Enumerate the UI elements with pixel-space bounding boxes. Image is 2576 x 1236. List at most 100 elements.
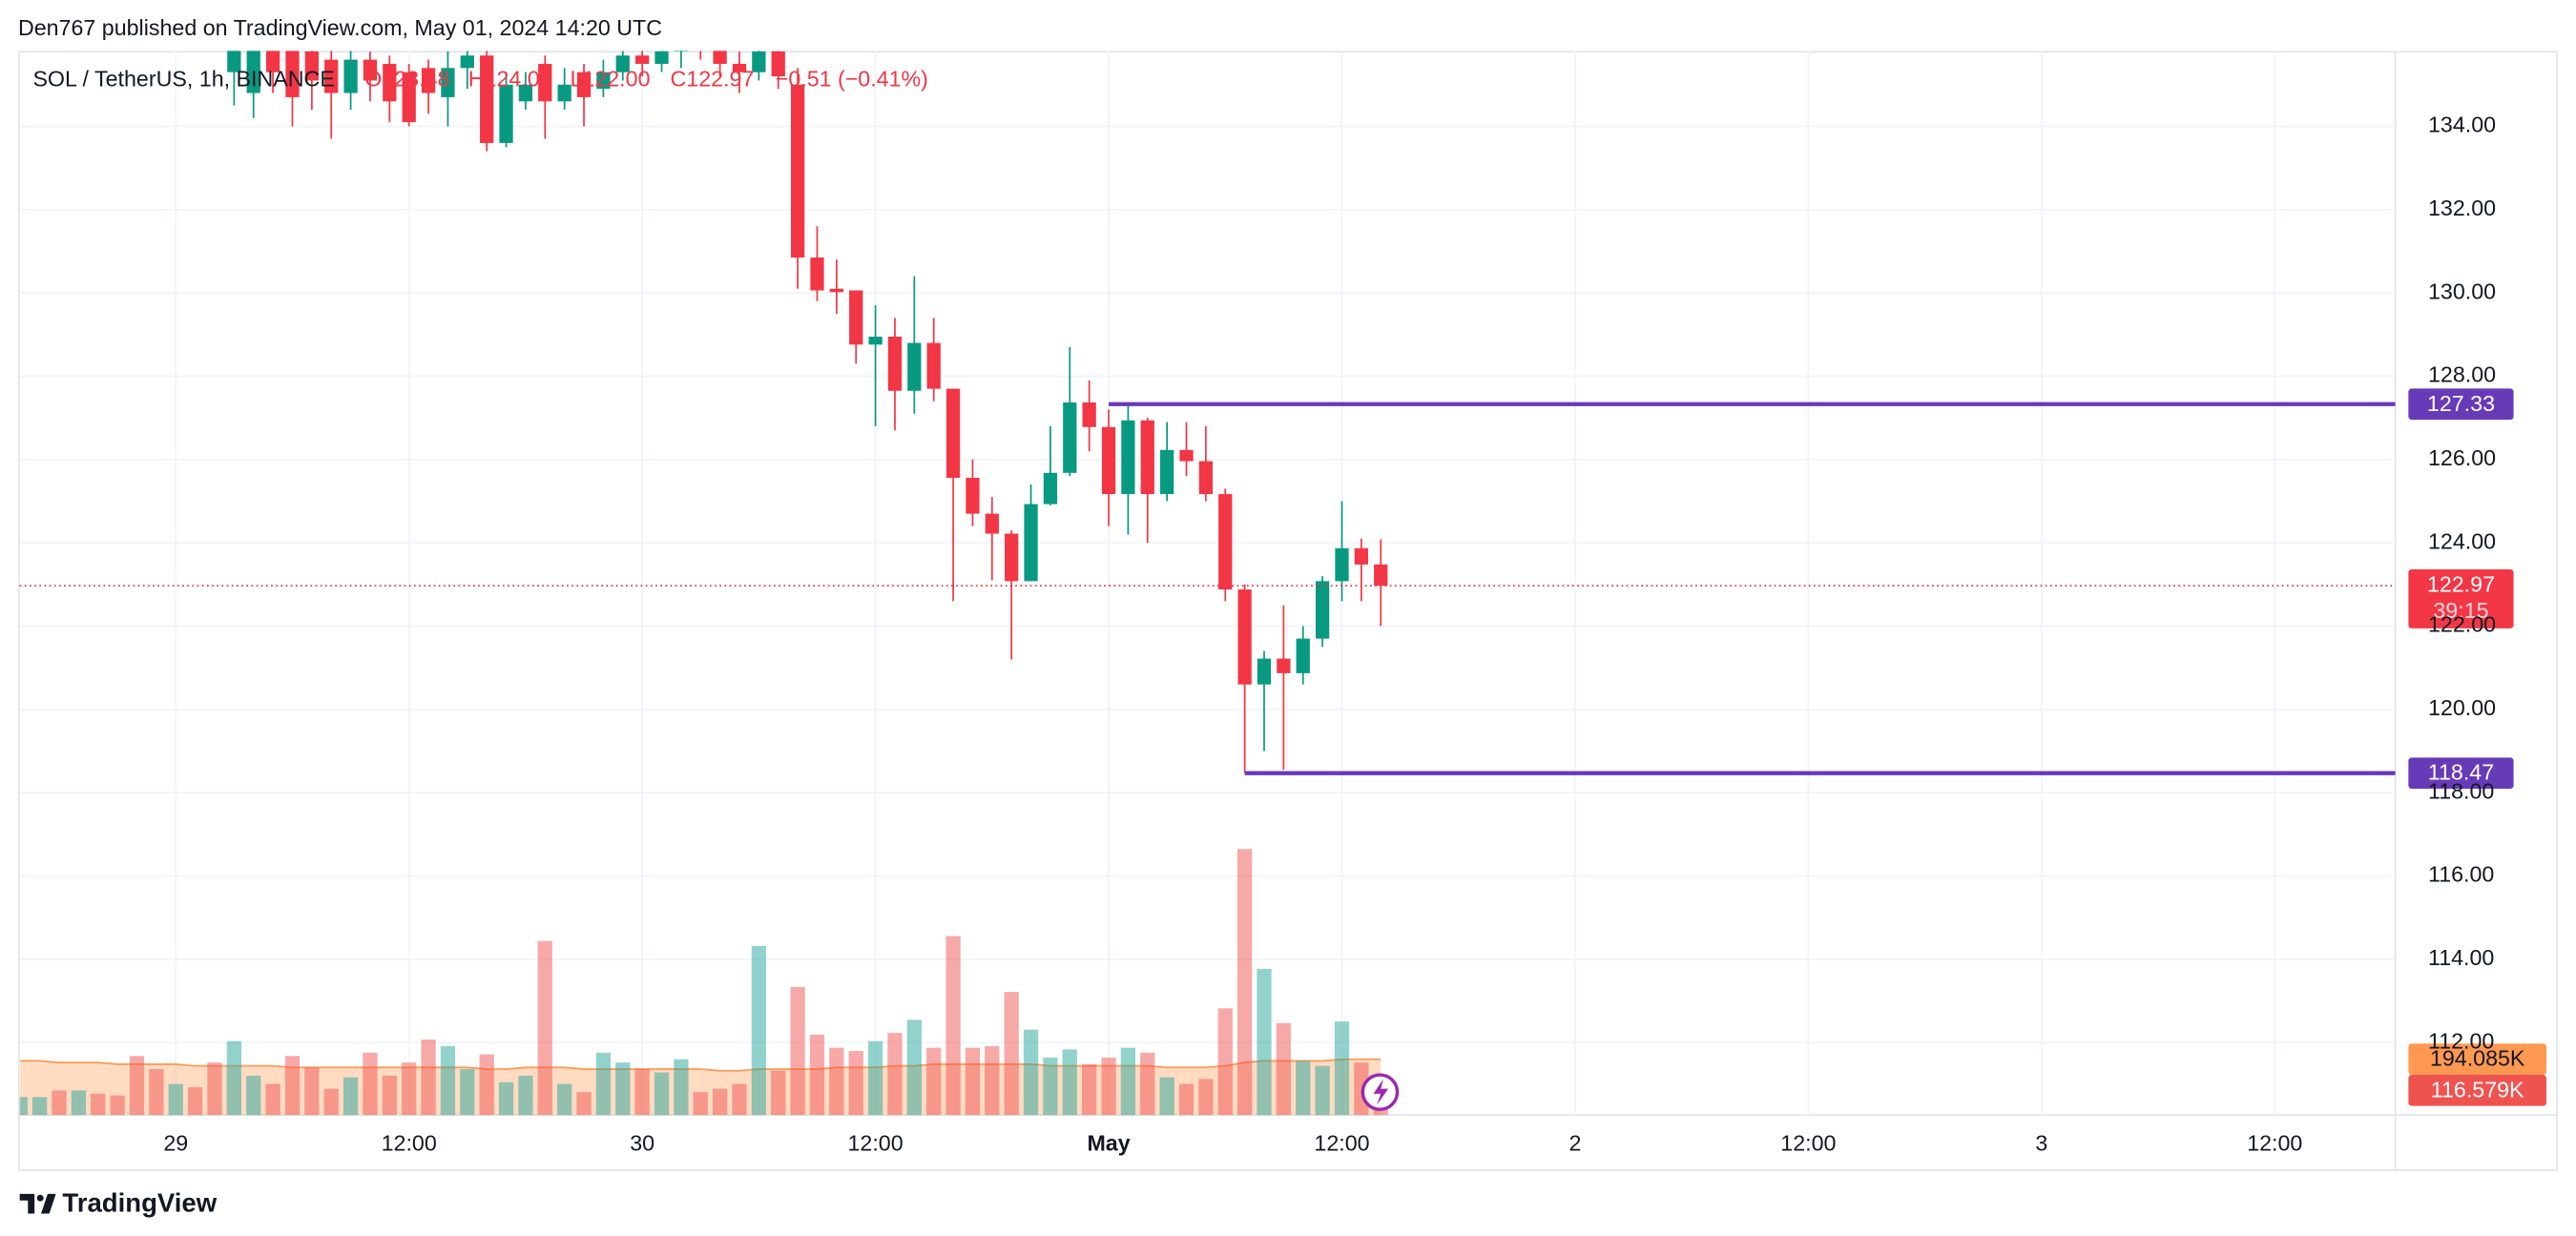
candle-body	[480, 55, 494, 143]
volume-bar	[634, 1069, 650, 1116]
volume-bar	[246, 1075, 261, 1116]
volume-bar	[1217, 1008, 1233, 1116]
volume-bar	[1120, 1047, 1136, 1116]
candle-body	[1140, 420, 1154, 495]
candle-body	[868, 337, 883, 345]
candle-body	[285, 51, 300, 97]
volume-bar	[1296, 1061, 1311, 1116]
chart-frame	[17, 51, 2559, 1171]
volume-bar	[674, 1059, 689, 1116]
y-tick-label: 124.00	[2428, 528, 2496, 553]
volume-bar	[965, 1047, 981, 1116]
ma-tag-label: 194.085K	[2430, 1046, 2525, 1071]
candle-body	[966, 478, 980, 514]
candle-body	[1179, 449, 1194, 462]
legend-high: H124.08	[468, 67, 552, 92]
volume-bar	[537, 940, 552, 1116]
candle-body	[538, 63, 552, 102]
volume-bar	[809, 1034, 825, 1116]
volume-bar	[829, 1047, 844, 1116]
candle-body	[1101, 426, 1116, 495]
candle-body	[402, 72, 416, 123]
candle-body	[926, 342, 941, 389]
volume-bar	[1236, 849, 1253, 1116]
volume-bar	[1198, 1079, 1214, 1116]
volume-bar	[576, 1092, 592, 1116]
volume-bar	[265, 1083, 280, 1116]
candle-body	[713, 51, 727, 64]
candle-body	[790, 84, 805, 258]
volume-bar	[654, 1072, 670, 1116]
candle-body	[732, 63, 747, 72]
volume-bar	[187, 1086, 203, 1116]
volume-bar	[1004, 992, 1019, 1116]
volume-bar	[595, 1052, 612, 1116]
volume-bar	[1023, 1029, 1039, 1116]
volume-bar	[1334, 1021, 1350, 1116]
candle-body	[441, 68, 455, 97]
y-tick-label: 132.00	[2428, 196, 2496, 220]
candle-body	[907, 342, 922, 391]
candle-body	[1354, 547, 1368, 565]
volume-bar	[52, 1090, 67, 1116]
volume-bar	[712, 1088, 728, 1116]
volume-bar	[129, 1056, 145, 1116]
candle-body	[1296, 638, 1310, 673]
volume-bar	[402, 1062, 417, 1116]
grid	[19, 51, 2396, 1116]
candle-body	[1024, 504, 1038, 582]
x-tick-label: 12:00	[1780, 1130, 1836, 1155]
volume-bar	[168, 1083, 183, 1116]
candle-body	[849, 290, 863, 345]
x-tick-label: 12:00	[1314, 1130, 1369, 1155]
candle-body	[576, 72, 592, 97]
candle-body	[1063, 402, 1077, 473]
candle-body	[635, 55, 650, 64]
candle-body	[887, 337, 903, 391]
candle-body	[499, 84, 513, 143]
volume-bar	[479, 1054, 494, 1116]
last-price-label: 122.97	[2427, 571, 2495, 596]
volume-tag-label: 116.579K	[2431, 1077, 2524, 1102]
volume-tag	[2408, 1074, 2547, 1106]
volume-bar	[110, 1095, 125, 1116]
volume-bar	[19, 1097, 28, 1116]
volume-bar	[906, 1020, 922, 1116]
volume-bar	[32, 1097, 48, 1116]
volume-bar	[771, 1070, 786, 1116]
y-tick-label: 134.00	[2428, 113, 2496, 137]
candle-body	[1218, 494, 1233, 590]
x-tick-label: 12:00	[382, 1130, 437, 1155]
legend: SOL / TetherUS, 1h, BINANCE O123.48 H124…	[32, 67, 927, 92]
volume-ma-area	[20, 1059, 1381, 1116]
candle-body	[1374, 564, 1388, 587]
volume-bar	[382, 1075, 397, 1116]
footer-brand: TradingView	[62, 1187, 217, 1217]
volume-bar	[848, 1051, 863, 1116]
volume-bar	[149, 1069, 164, 1116]
legend-open: O123.48	[364, 67, 449, 92]
volume-bar	[421, 1040, 436, 1116]
candle-body	[654, 51, 669, 64]
candle-body	[460, 55, 474, 69]
y-tick-label: 112.00	[2428, 1028, 2494, 1053]
candle-body	[1160, 449, 1174, 495]
candle-body	[1257, 658, 1272, 685]
volume-bar	[985, 1045, 1000, 1116]
volume-bar	[71, 1090, 87, 1116]
volume-pane	[19, 849, 1388, 1116]
volume-bar	[1140, 1052, 1155, 1116]
volume-bar	[887, 1033, 903, 1116]
volume-bar	[1062, 1049, 1077, 1116]
volume-bar	[732, 1083, 747, 1116]
candle-body	[1005, 533, 1019, 582]
candle-body	[1335, 547, 1349, 582]
legend-change: −0.51 (−0.41%)	[776, 67, 928, 92]
x-tick-label: 3	[2035, 1130, 2047, 1155]
candle-body	[246, 51, 260, 93]
tradingview-logo: TradingView	[19, 1187, 218, 1217]
candle-body	[945, 388, 961, 479]
replay-icon	[1361, 1073, 1400, 1111]
